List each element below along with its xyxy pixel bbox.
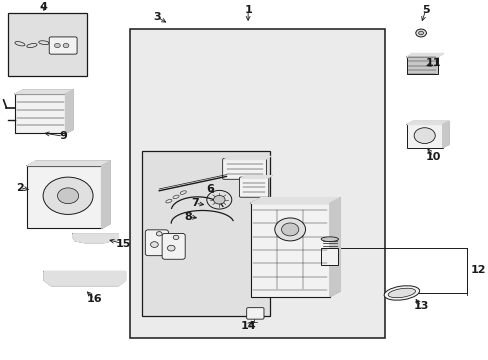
Text: 6: 6 (205, 184, 213, 194)
Circle shape (206, 190, 231, 209)
Bar (27, 166, 102, 228)
Text: 8: 8 (184, 212, 192, 222)
Bar (15, 94, 65, 134)
Bar (130, 30, 384, 338)
FancyBboxPatch shape (49, 37, 77, 54)
Polygon shape (241, 176, 272, 178)
Text: 10: 10 (425, 152, 440, 162)
Ellipse shape (15, 41, 25, 46)
Text: 9: 9 (59, 131, 67, 141)
Circle shape (156, 231, 162, 236)
Ellipse shape (39, 41, 49, 45)
Bar (142, 151, 269, 316)
Text: 2: 2 (16, 183, 24, 193)
Ellipse shape (321, 237, 338, 242)
Circle shape (150, 242, 158, 247)
FancyBboxPatch shape (246, 308, 264, 319)
Polygon shape (329, 198, 340, 297)
Polygon shape (224, 156, 270, 159)
Polygon shape (44, 271, 125, 286)
Circle shape (167, 245, 175, 251)
Circle shape (281, 223, 298, 236)
Circle shape (413, 128, 434, 144)
Text: 15: 15 (115, 239, 131, 249)
Polygon shape (442, 121, 448, 148)
Ellipse shape (384, 286, 419, 300)
Ellipse shape (27, 44, 37, 48)
Ellipse shape (387, 288, 415, 298)
Bar (250, 203, 329, 297)
Text: 1: 1 (244, 5, 251, 15)
Text: 7: 7 (191, 198, 199, 208)
FancyBboxPatch shape (162, 233, 185, 259)
Ellipse shape (180, 191, 186, 194)
Text: 3: 3 (153, 12, 161, 22)
Text: 13: 13 (412, 301, 428, 311)
FancyBboxPatch shape (145, 230, 168, 256)
Polygon shape (73, 234, 118, 243)
Circle shape (54, 43, 60, 48)
Circle shape (63, 43, 69, 48)
Bar (8, 13, 87, 76)
Circle shape (213, 195, 224, 204)
Polygon shape (406, 121, 448, 125)
Circle shape (43, 177, 93, 215)
Bar (321, 248, 338, 265)
Bar (406, 57, 437, 74)
Circle shape (173, 235, 179, 239)
Text: 11: 11 (425, 58, 440, 68)
Polygon shape (65, 90, 73, 134)
FancyBboxPatch shape (222, 158, 266, 179)
Polygon shape (406, 53, 443, 57)
Circle shape (274, 218, 305, 241)
Polygon shape (27, 161, 110, 166)
Text: 4: 4 (40, 2, 48, 12)
Text: 12: 12 (469, 265, 485, 275)
Text: 5: 5 (421, 5, 429, 15)
Ellipse shape (418, 31, 423, 35)
Ellipse shape (173, 195, 179, 199)
FancyBboxPatch shape (239, 177, 268, 197)
Polygon shape (15, 90, 73, 94)
Polygon shape (250, 198, 340, 203)
Text: 14: 14 (240, 321, 255, 331)
Circle shape (58, 188, 79, 204)
Ellipse shape (415, 29, 426, 37)
Polygon shape (102, 161, 110, 228)
Text: 16: 16 (86, 294, 102, 304)
Ellipse shape (165, 199, 172, 203)
Bar (406, 125, 442, 148)
